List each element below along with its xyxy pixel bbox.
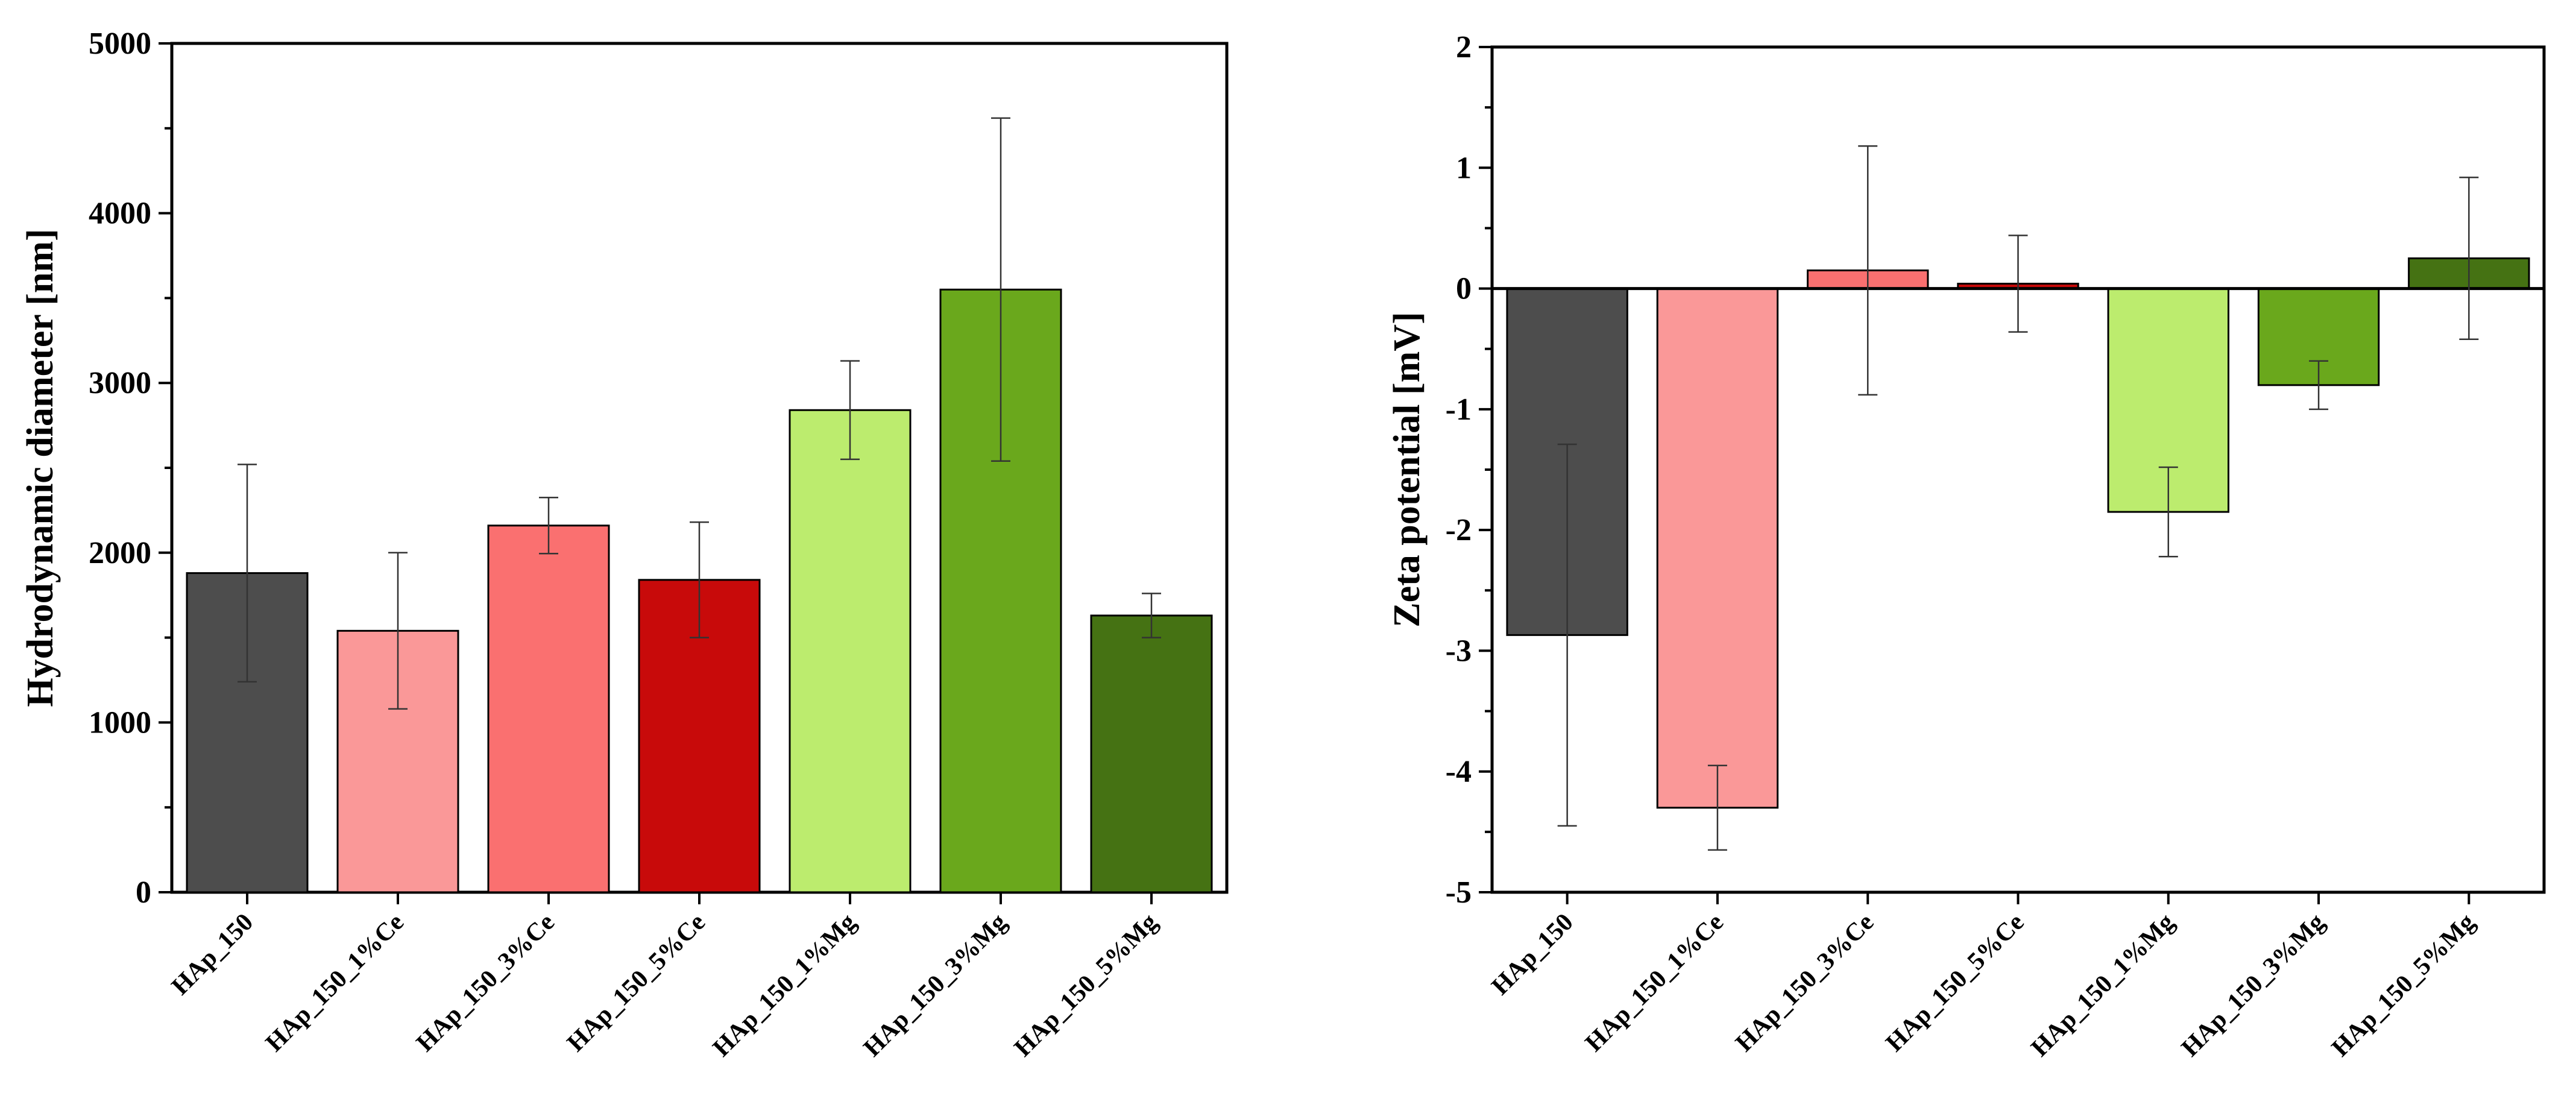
bar-HAp_150_3%Ce [487,524,610,893]
bar-HAp_150_1%Mg [789,409,912,893]
y-tick-label: -4 [1446,755,1472,789]
y-tick-label: 4000 [89,197,151,231]
y-tick-label: -1 [1446,392,1472,427]
error-bars-left [238,117,1161,710]
y-tick-label: -2 [1446,513,1472,547]
plot-frame-right [1490,45,2546,894]
x-tick-label: HAp_150 [166,909,259,1001]
x-tick-label: HAp_150_1%Ce [260,909,409,1057]
x-tick-labels-left: HAp_150 HAp_150_1%Ce HAp_150_3%Ce HAp_150_5… [166,892,1163,1062]
x-tick-label: HAp_150_1%Ce [1580,909,1729,1057]
x-tick-label: HAp_150_5%Ce [562,909,711,1057]
y-tick-label: 1 [1456,151,1472,185]
y-tick-label: 2 [1456,30,1472,65]
x-tick-label: HAp_150_3%Mg [2176,909,2330,1062]
y-tick-label: -5 [1446,875,1472,910]
x-tick-label: HAp_150_5%Ce [1881,909,2030,1057]
y-axis-title-left: Hydrodynamic diameter [nm] [20,228,61,707]
x-tick-label: HAp_150_5%Mg [1009,909,1163,1062]
x-tick-label: HAp_150_3%Mg [858,909,1012,1062]
hydrodynamic-diameter-chart: 0 1000 2000 3000 4000 5000 HAp_150 HAp_150_1%C… [20,27,1229,1062]
y-axis-ticks-right: -5 -4 -3 -2 -1 0 1 2 [1446,30,1492,910]
x-tick-label: HAp_150_1%Mg [2026,909,2180,1062]
x-tick-labels-right: HAp_150 HAp_150_1%Ce HAp_150_3%Ce HAp_150_5… [1487,892,2480,1062]
y-axis-title-right: Zeta potential [mV] [1387,312,1428,627]
bar-HAp_150_5%Mg [1090,614,1213,893]
y-tick-label: 0 [136,875,151,910]
error-bars-right [1557,145,2479,851]
x-tick-label: HAp_150_3%Ce [411,909,560,1057]
bar-HAp_150_1%Ce [1656,288,1779,809]
y-tick-label: 3000 [89,366,151,400]
x-tick-label: HAp_150 [1487,909,1579,1001]
y-tick-label: -3 [1446,634,1472,668]
x-tick-label: HAp_150_3%Ce [1730,909,1879,1057]
y-axis-ticks-left: 0 1000 2000 3000 4000 5000 [89,27,172,910]
y-tick-label: 1000 [89,705,151,740]
x-tick-label: HAp_150_1%Mg [708,909,861,1062]
y-tick-label: 5000 [89,27,151,61]
y-tick-label: 2000 [89,536,151,570]
x-tick-label: HAp_150_5%Mg [2326,909,2480,1062]
bars-right [1506,257,2530,809]
y-tick-label: 0 [1456,272,1472,306]
